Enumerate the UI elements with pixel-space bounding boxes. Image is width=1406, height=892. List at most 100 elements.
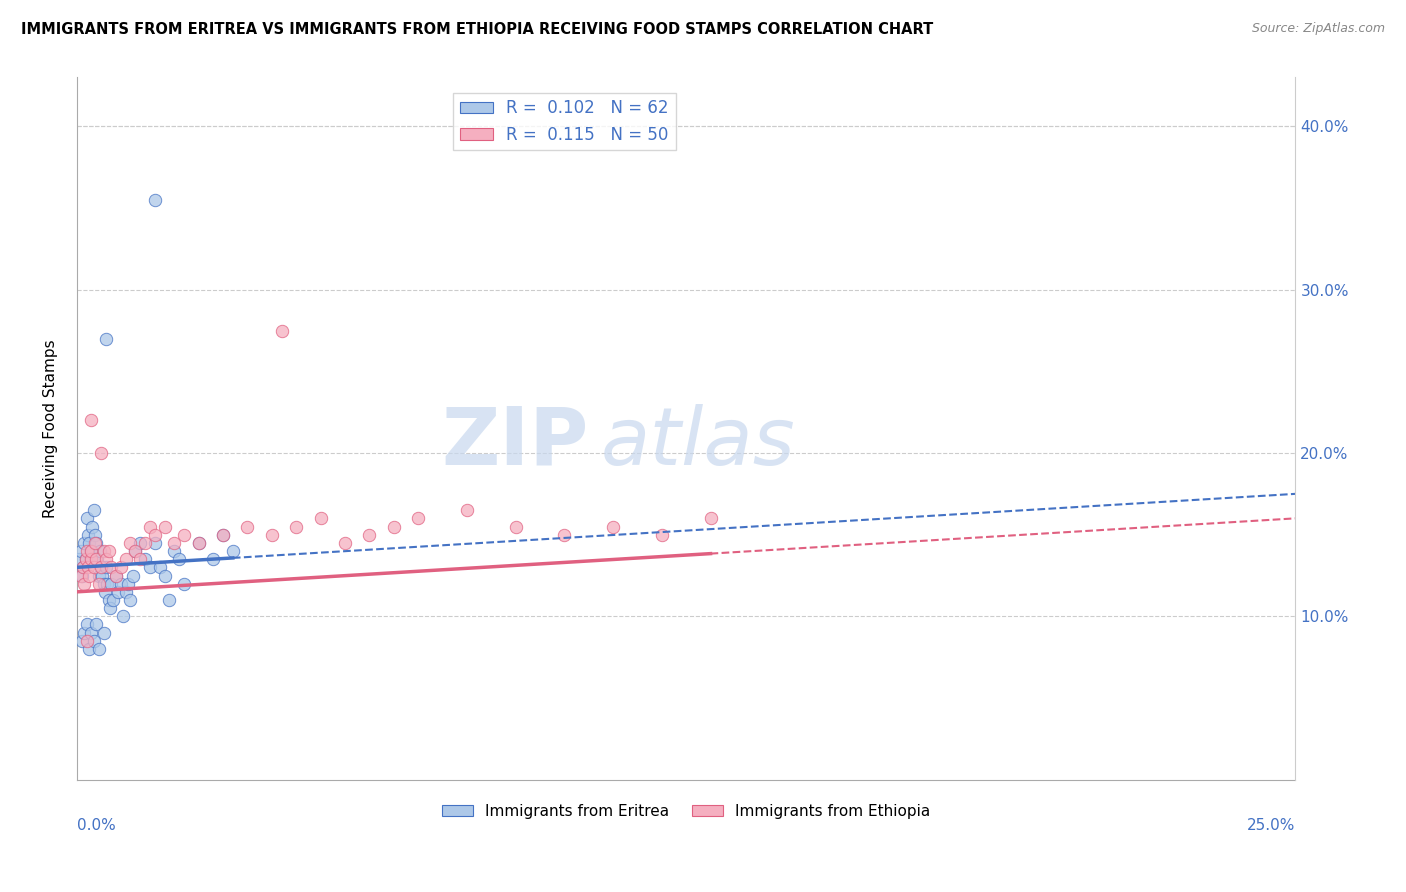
Point: [139, 519, 162, 533]
Point: [222, 544, 245, 558]
Point: [187, 536, 209, 550]
Point: [76, 633, 98, 648]
Point: [260, 527, 283, 541]
Point: [173, 576, 195, 591]
Point: [86, 536, 108, 550]
Point: [70, 568, 93, 582]
Point: [89, 544, 111, 558]
Point: [651, 527, 673, 541]
Point: [103, 593, 125, 607]
Point: [110, 576, 132, 591]
Point: [236, 519, 259, 533]
Point: [83, 560, 105, 574]
Point: [75, 552, 97, 566]
Point: [77, 568, 100, 582]
Point: [72, 560, 94, 574]
Point: [602, 519, 624, 533]
Point: [114, 584, 136, 599]
Point: [73, 536, 96, 550]
Point: [143, 193, 166, 207]
Point: [120, 593, 142, 607]
Point: [110, 560, 132, 574]
Point: [112, 609, 135, 624]
Point: [96, 576, 118, 591]
Point: [124, 544, 146, 558]
Point: [76, 527, 98, 541]
Point: [76, 560, 98, 574]
Point: [134, 552, 156, 566]
Point: [406, 511, 429, 525]
Point: [104, 568, 127, 582]
Point: [173, 527, 195, 541]
Text: ZIP: ZIP: [441, 403, 589, 482]
Point: [163, 544, 186, 558]
Point: [143, 536, 166, 550]
Point: [382, 519, 405, 533]
Point: [107, 584, 129, 599]
Point: [69, 568, 91, 582]
Point: [117, 576, 139, 591]
Point: [309, 511, 332, 525]
Point: [129, 536, 152, 550]
Point: [163, 536, 186, 550]
Point: [90, 446, 112, 460]
Point: [87, 642, 110, 657]
Point: [167, 552, 190, 566]
Point: [285, 519, 308, 533]
Point: [93, 576, 115, 591]
Point: [79, 552, 101, 566]
Point: [270, 324, 292, 338]
Point: [122, 568, 145, 582]
Point: [69, 544, 91, 558]
Point: [94, 560, 117, 574]
Point: [83, 503, 105, 517]
Y-axis label: Receiving Food Stamps: Receiving Food Stamps: [44, 339, 58, 518]
Point: [202, 552, 225, 566]
Point: [83, 633, 105, 648]
Point: [80, 413, 103, 427]
Point: [75, 552, 97, 566]
Point: [93, 625, 115, 640]
Point: [67, 552, 90, 566]
Point: [212, 527, 235, 541]
Point: [97, 544, 120, 558]
Point: [143, 527, 166, 541]
Point: [80, 544, 103, 558]
Point: [87, 568, 110, 582]
Point: [94, 332, 117, 346]
Point: [100, 576, 122, 591]
Point: [699, 511, 721, 525]
Point: [76, 511, 98, 525]
Point: [153, 519, 176, 533]
Point: [134, 536, 156, 550]
Point: [100, 560, 122, 574]
Point: [120, 536, 142, 550]
Point: [333, 536, 356, 550]
Point: [159, 593, 181, 607]
Point: [93, 544, 115, 558]
Point: [79, 552, 101, 566]
Point: [73, 625, 96, 640]
Point: [86, 617, 108, 632]
Point: [124, 544, 146, 558]
Point: [97, 593, 120, 607]
Point: [72, 560, 94, 574]
Point: [91, 568, 114, 582]
Point: [73, 576, 96, 591]
Legend: Immigrants from Eritrea, Immigrants from Ethiopia: Immigrants from Eritrea, Immigrants from…: [436, 797, 936, 824]
Point: [80, 544, 103, 558]
Point: [94, 584, 117, 599]
Point: [84, 527, 107, 541]
Point: [139, 560, 162, 574]
Point: [98, 601, 121, 615]
Point: [86, 552, 108, 566]
Point: [80, 625, 103, 640]
Point: [76, 544, 98, 558]
Point: [187, 536, 209, 550]
Point: [70, 633, 93, 648]
Point: [505, 519, 527, 533]
Point: [212, 527, 235, 541]
Point: [114, 552, 136, 566]
Point: [86, 552, 108, 566]
Text: atlas: atlas: [600, 403, 796, 482]
